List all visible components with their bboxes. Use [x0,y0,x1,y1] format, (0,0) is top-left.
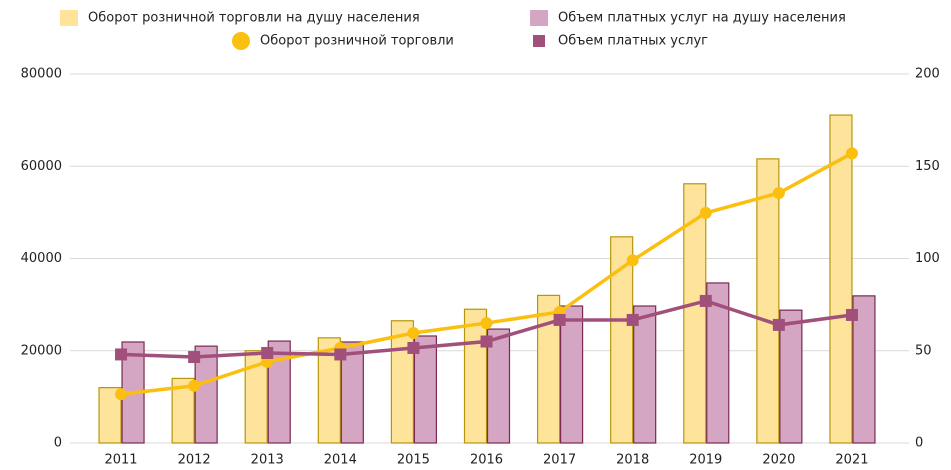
legend-label: Оборот розничной торговли на душу населе… [88,11,420,26]
point [626,313,639,326]
y2-tick-label: 200 [915,67,940,82]
y-tick-label: 20000 [21,343,62,358]
bar [559,305,584,444]
bar [244,350,268,444]
point [699,294,712,307]
point [772,318,785,331]
bar [194,345,218,444]
x-tick-label: 2011 [104,453,137,467]
point [626,254,639,267]
point [115,388,128,401]
point [699,206,712,219]
legend-swatch [232,32,250,50]
point [188,351,201,364]
x-tick-label: 2012 [178,453,211,467]
bar [756,158,780,444]
x-tick-label: 2019 [689,453,722,467]
point [188,379,201,392]
bar [317,337,341,444]
y2-tick-label: 0 [915,436,923,451]
x-tick-label: 2014 [324,453,357,467]
y2-tick-label: 100 [915,251,940,266]
legend-swatch [533,35,545,47]
point [480,335,493,348]
y-tick-label: 0 [54,436,62,451]
y2-tick-label: 150 [915,159,940,174]
point [480,317,493,330]
y-tick-label: 60000 [21,159,62,174]
bar [852,295,876,444]
point [772,187,785,200]
legend-swatch [60,10,78,26]
x-tick-label: 2013 [251,453,284,467]
point [334,348,347,361]
bar [486,328,511,444]
y2-tick-label: 50 [915,343,932,358]
legend-label: Объем платных услуг [558,34,708,49]
bar [98,387,122,444]
point [845,147,858,160]
bar [683,183,707,444]
bar [413,335,438,444]
y-tick-label: 80000 [21,67,62,82]
bar [340,341,364,444]
legend-label: Объем платных услуг на душу населения [558,11,846,26]
bar [267,340,291,444]
point [407,327,420,340]
point [115,348,128,361]
x-tick-label: 2017 [543,453,576,467]
x-tick-label: 2016 [470,453,503,467]
x-tick-label: 2020 [762,453,795,467]
legend-swatch [530,10,548,26]
point [845,308,858,321]
legend-label: Оборот розничной торговли [260,34,454,49]
bar [633,305,657,444]
y-tick-label: 40000 [21,251,62,266]
point [261,346,274,359]
bar [171,377,195,444]
bar [829,114,853,444]
x-tick-label: 2021 [835,453,868,467]
bar [610,236,634,444]
bar [706,282,730,444]
bar [463,308,488,444]
x-tick-label: 2015 [397,453,430,467]
bar [536,294,561,444]
x-tick-label: 2018 [616,453,649,467]
bar [390,320,415,444]
bar [779,309,803,444]
point [407,341,420,354]
point [553,313,566,326]
